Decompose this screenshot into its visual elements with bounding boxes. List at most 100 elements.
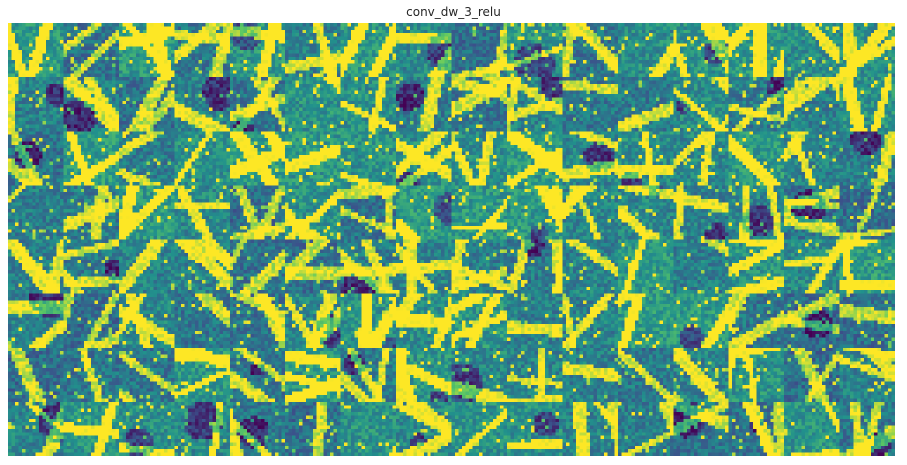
feature-map bbox=[507, 402, 563, 456]
feature-map bbox=[341, 402, 397, 456]
feature-map bbox=[562, 402, 618, 456]
feature-map bbox=[8, 185, 64, 240]
feature-map bbox=[840, 185, 895, 240]
feature-map bbox=[729, 131, 785, 186]
feature-map bbox=[285, 348, 341, 403]
feature-map bbox=[230, 348, 286, 403]
feature-map bbox=[507, 294, 563, 349]
feature-map bbox=[784, 23, 840, 78]
feature-map bbox=[285, 294, 341, 349]
feature-map bbox=[840, 77, 895, 132]
feature-map bbox=[63, 185, 119, 240]
feature-map bbox=[507, 348, 563, 403]
feature-map bbox=[119, 402, 175, 456]
feature-map bbox=[230, 294, 286, 349]
feature-map bbox=[8, 402, 64, 456]
feature-map bbox=[285, 77, 341, 132]
feature-map bbox=[452, 131, 508, 186]
feature-map bbox=[452, 23, 508, 78]
feature-map bbox=[8, 131, 64, 186]
feature-map bbox=[341, 185, 397, 240]
feature-map bbox=[119, 131, 175, 186]
feature-map bbox=[63, 23, 119, 78]
feature-map bbox=[174, 402, 230, 456]
feature-map bbox=[396, 77, 452, 132]
feature-map bbox=[285, 185, 341, 240]
feature-map bbox=[63, 77, 119, 132]
feature-map bbox=[840, 348, 895, 403]
feature-map bbox=[396, 131, 452, 186]
feature-map bbox=[784, 402, 840, 456]
feature-map bbox=[673, 23, 729, 78]
feature-map bbox=[341, 294, 397, 349]
feature-map bbox=[174, 23, 230, 78]
feature-map bbox=[341, 348, 397, 403]
figure-title: conv_dw_3_relu bbox=[0, 4, 907, 20]
feature-map bbox=[396, 240, 452, 295]
feature-map bbox=[174, 185, 230, 240]
feature-map bbox=[174, 240, 230, 295]
feature-map bbox=[673, 294, 729, 349]
feature-map bbox=[562, 294, 618, 349]
feature-map bbox=[285, 240, 341, 295]
feature-map bbox=[230, 185, 286, 240]
feature-map bbox=[341, 240, 397, 295]
feature-map bbox=[63, 240, 119, 295]
feature-map bbox=[618, 77, 674, 132]
feature-map bbox=[840, 402, 895, 456]
feature-map bbox=[784, 131, 840, 186]
feature-map bbox=[8, 294, 64, 349]
feature-map bbox=[119, 23, 175, 78]
feature-map bbox=[507, 131, 563, 186]
feature-map bbox=[729, 240, 785, 295]
feature-map bbox=[729, 402, 785, 456]
feature-map bbox=[618, 185, 674, 240]
feature-map bbox=[396, 294, 452, 349]
feature-map bbox=[174, 77, 230, 132]
feature-map bbox=[840, 294, 895, 349]
feature-map bbox=[507, 185, 563, 240]
feature-map bbox=[673, 240, 729, 295]
feature-map bbox=[119, 294, 175, 349]
feature-map bbox=[119, 240, 175, 295]
feature-map bbox=[673, 348, 729, 403]
feature-map bbox=[618, 23, 674, 78]
feature-map bbox=[618, 294, 674, 349]
feature-map bbox=[729, 294, 785, 349]
feature-map bbox=[341, 77, 397, 132]
feature-map bbox=[230, 402, 286, 456]
feature-map bbox=[119, 185, 175, 240]
feature-map bbox=[174, 131, 230, 186]
feature-map bbox=[673, 131, 729, 186]
feature-map bbox=[507, 240, 563, 295]
feature-map bbox=[729, 77, 785, 132]
feature-map bbox=[840, 131, 895, 186]
feature-map bbox=[729, 348, 785, 403]
feature-map bbox=[784, 77, 840, 132]
feature-map bbox=[8, 23, 64, 78]
feature-map bbox=[174, 348, 230, 403]
feature-map bbox=[452, 348, 508, 403]
feature-map bbox=[230, 23, 286, 78]
feature-map bbox=[673, 185, 729, 240]
feature-map bbox=[507, 77, 563, 132]
feature-map bbox=[230, 77, 286, 132]
feature-map bbox=[396, 348, 452, 403]
feature-map bbox=[562, 240, 618, 295]
feature-map bbox=[63, 294, 119, 349]
feature-map bbox=[8, 348, 64, 403]
feature-map bbox=[230, 131, 286, 186]
feature-map bbox=[729, 23, 785, 78]
feature-map bbox=[618, 131, 674, 186]
feature-map bbox=[63, 402, 119, 456]
feature-map bbox=[840, 240, 895, 295]
feature-map bbox=[119, 77, 175, 132]
feature-map bbox=[673, 77, 729, 132]
feature-map bbox=[452, 294, 508, 349]
feature-map bbox=[507, 23, 563, 78]
feature-map bbox=[119, 348, 175, 403]
feature-map bbox=[562, 23, 618, 78]
feature-map bbox=[729, 185, 785, 240]
activation-grid-image bbox=[8, 23, 895, 456]
feature-map bbox=[63, 131, 119, 186]
